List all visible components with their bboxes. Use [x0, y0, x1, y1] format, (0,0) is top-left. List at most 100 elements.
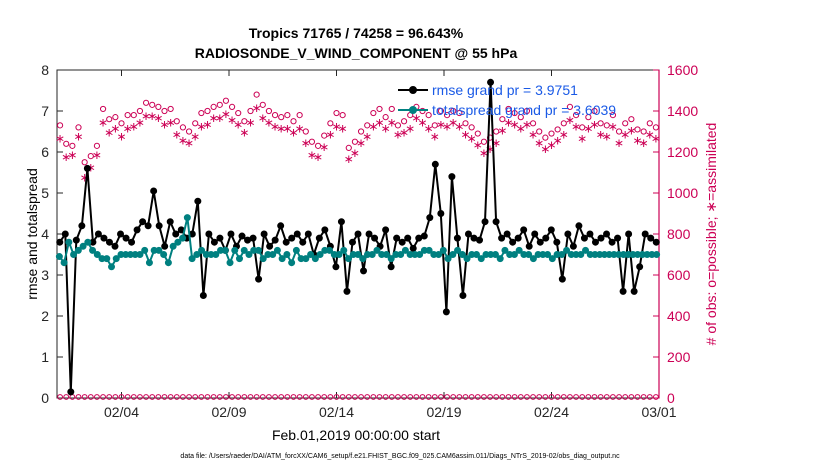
obs-assimilated-point-16: ∗: [153, 111, 163, 125]
obs-possible-point-69: [480, 138, 488, 145]
obs-baseline-point-18: [167, 394, 174, 400]
obs-baseline-point-60: [425, 394, 432, 400]
totalspread-point-57: [326, 246, 334, 254]
obs-baseline-point-7: [100, 394, 106, 400]
obs-baseline-point-37: [284, 394, 291, 400]
totalspread-point-6: [84, 238, 92, 246]
obs-baseline-point-31: [247, 394, 254, 400]
rmse-point-55: [360, 267, 368, 275]
rmse-point-93: [569, 242, 577, 250]
obs-possible-point-4: [81, 159, 88, 166]
obs-possible-point-42: [314, 142, 322, 149]
rmse-point-60: [387, 263, 395, 271]
obs-baseline-point-77: [530, 394, 536, 400]
obs-possible-point-5: [87, 153, 94, 160]
obs-baseline-point-10: [118, 394, 125, 400]
obs-baseline-point-65: [456, 394, 463, 400]
obs-assimilated-point-51: ∗: [368, 119, 378, 133]
rmse-point-103: [625, 230, 633, 238]
rmse-point-39: [271, 236, 279, 244]
obs-baseline-point-5: [87, 394, 94, 400]
obs-assimilated-point-9: ∗: [110, 121, 120, 135]
obs-possible-point-26: [216, 101, 223, 108]
totalspread-point-50: [292, 246, 300, 254]
obs-baseline-point-16: [155, 394, 162, 400]
obs-assimilated-point-82: ∗: [559, 128, 569, 142]
legend-rmse-marker: [409, 86, 417, 94]
obs-assimilated-point-21: ∗: [184, 136, 194, 150]
totalspread-point-23: [164, 259, 172, 267]
chart-title-line2: RADIOSONDE_V_WIND_COMPONENT @ 55 hPa: [195, 45, 518, 61]
y-right-tick-label-6: 1200: [667, 144, 698, 160]
obs-assimilated-point-43: ∗: [319, 140, 329, 154]
rmse-point-67: [426, 214, 434, 222]
obs-baseline-point-56: [401, 394, 407, 400]
rmse-point-64: [409, 244, 417, 252]
y-right-tick-label-2: 400: [667, 308, 691, 324]
rmse-point-2: [67, 388, 75, 396]
rmse-point-47: [315, 234, 323, 242]
totalspread-point-26: [179, 234, 187, 242]
obs-assimilated-point-27: ∗: [221, 107, 231, 121]
obs-baseline-point-79: [542, 394, 549, 400]
obs-possible-point-49: [357, 128, 365, 135]
rmse-point-61: [393, 234, 401, 242]
obs-assimilated-point-93: ∗: [626, 123, 636, 137]
totalspread-point-11: [108, 263, 116, 271]
obs-baseline-point-33: [259, 394, 266, 400]
rmse-point-10: [111, 242, 119, 250]
obs-baseline-point-81: [554, 394, 561, 400]
totalspread-point-96: [510, 251, 518, 258]
obs-baseline-point-25: [210, 394, 217, 400]
totalspread-point-5: [79, 242, 87, 250]
obs-baseline-point-69: [481, 394, 487, 400]
obs-possible-point-71: [493, 128, 500, 135]
obs-possible-point-25: [210, 103, 217, 111]
totalspread-point-4: [74, 246, 82, 254]
totalspread-point-45: [269, 251, 277, 258]
obs-assimilated-point-78: ∗: [534, 136, 544, 150]
rmse-point-71: [448, 173, 456, 181]
rmse-point-33: [238, 232, 246, 240]
rmse-point-80: [498, 234, 506, 242]
y-right-tick-label-8: 1600: [667, 62, 698, 78]
obs-baseline-point-27: [223, 394, 229, 400]
obs-possible-point-56: [400, 118, 408, 125]
obs-possible-point-95: [640, 128, 647, 135]
obs-possible-point-38: [290, 118, 297, 125]
obs-possible-point-93: [628, 116, 635, 123]
obs-possible-point-72: [499, 116, 506, 123]
rmse-point-78: [487, 78, 495, 86]
rmse-point-16: [144, 222, 152, 230]
totalspread-point-81: [439, 246, 447, 254]
rmse-point-28: [210, 238, 218, 246]
obs-baseline-point-35: [272, 394, 278, 400]
rmse-point-72: [453, 234, 461, 242]
obs-baseline-point-63: [444, 394, 450, 400]
rmse-point-62: [398, 238, 406, 246]
obs-assimilated-point-83: ∗: [565, 113, 575, 127]
rmse-point-17: [150, 187, 158, 195]
obs-possible-point-33: [259, 101, 266, 108]
obs-baseline-point-17: [161, 394, 168, 400]
x-tick-label-3: 02/19: [426, 404, 461, 420]
x-tick-label-5: 03/01: [641, 404, 676, 420]
obs-baseline-point-40: [302, 394, 309, 400]
obs-assimilated-point-5: ∗: [86, 160, 96, 174]
obs-assimilated-point-37: ∗: [282, 121, 292, 135]
totalspread-point-48: [283, 251, 291, 258]
obs-baseline-point-80: [548, 394, 555, 400]
obs-baseline-point-32: [253, 394, 260, 400]
obs-assimilated-point-12: ∗: [129, 119, 139, 133]
totalspread-point-126: [653, 251, 661, 258]
totalspread-point-88: [473, 251, 481, 258]
obs-baseline-point-82: [560, 394, 567, 400]
obs-possible-point-85: [579, 124, 586, 131]
obs-assimilated-point-71: ∗: [491, 136, 501, 150]
y-left-tick-label-0: 0: [41, 390, 49, 406]
rmse-point-70: [442, 308, 450, 316]
obs-baseline-point-43: [321, 394, 328, 400]
obs-baseline-point-92: [622, 394, 629, 400]
rmse-point-57: [371, 234, 379, 242]
obs-possible-point-51: [370, 109, 377, 117]
